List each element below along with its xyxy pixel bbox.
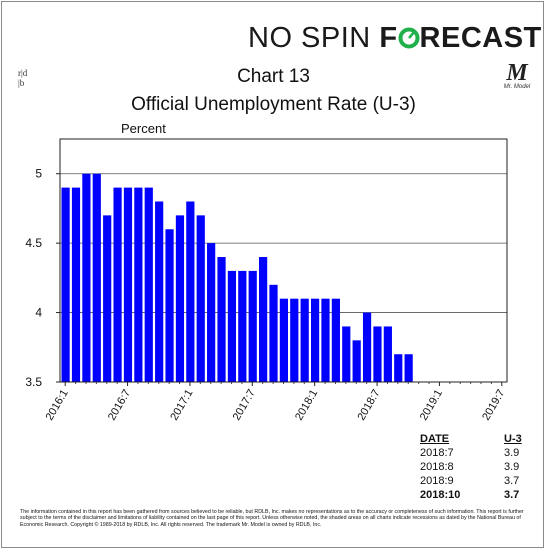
bar <box>238 270 247 382</box>
rdb-mark-bottom: |b <box>18 78 25 88</box>
bar <box>248 270 257 382</box>
x-tick-label: 2017:7 <box>231 388 258 423</box>
table-row: 2018:8 3.9 <box>412 460 544 474</box>
bar <box>207 243 216 382</box>
y-tick-label: 4.5 <box>25 236 42 250</box>
bar <box>155 201 164 382</box>
table-cell-date: 2018:8 <box>420 461 454 473</box>
bar <box>61 187 70 382</box>
bar <box>71 187 81 382</box>
bar <box>165 229 174 382</box>
bar <box>331 298 340 382</box>
bar <box>279 298 288 382</box>
brand-logo: NO SPIN F RECAST <box>248 22 542 55</box>
mr-model-logo: M Mr. Model <box>498 60 536 90</box>
bar <box>300 298 309 382</box>
bar <box>352 340 361 382</box>
mr-model-caption: Mr. Model <box>503 84 531 90</box>
table-cell-value: 3.7 <box>504 489 520 501</box>
bar <box>175 215 185 382</box>
brand-text-no-spin: NO SPIN <box>248 22 380 54</box>
brand-text-f: F <box>379 22 398 54</box>
bar <box>186 201 195 382</box>
y-tick-label: 4 <box>35 306 42 320</box>
bar <box>217 257 226 382</box>
chart-subtitle: Official Unemployment Rate (U-3) <box>131 94 416 115</box>
x-tick-label: 2016:1 <box>44 388 71 423</box>
y-axis-unit-label: Percent <box>121 121 166 136</box>
bar <box>394 354 403 382</box>
bar <box>404 354 413 382</box>
bar <box>259 257 268 382</box>
bar-series <box>61 173 413 382</box>
x-tick-label: 2019:7 <box>480 388 507 423</box>
x-tick-label: 2017:1 <box>168 388 195 423</box>
bar <box>269 284 278 382</box>
bar <box>144 187 153 382</box>
y-tick-label: 5 <box>35 167 42 181</box>
y-axis-ticks: 3.5 4 4.5 5 <box>25 167 60 389</box>
x-tick-label: 2018:1 <box>293 388 320 423</box>
bar <box>310 298 320 382</box>
rdb-mark-top: r|d <box>18 68 28 78</box>
bar <box>82 173 91 382</box>
table-cell-value: 3.9 <box>504 447 520 459</box>
chart-title: Chart 13 <box>237 66 310 87</box>
brand-text-recast: RECAST <box>419 22 542 54</box>
table-header-row: DATE U-3 <box>412 432 544 446</box>
x-axis-ticks: 2016:1 2016:7 2017:1 2017:7 2018:1 2018:7 2019… <box>44 382 507 423</box>
data-table: DATE U-3 2018:7 3.9 2018:8 3.9 2018:9 3.… <box>412 432 544 502</box>
bar <box>92 173 101 382</box>
x-tick-label: 2018:7 <box>355 388 382 423</box>
bar <box>362 312 372 382</box>
table-row: 2018:7 3.9 <box>412 446 544 460</box>
bar <box>342 326 351 382</box>
disclaimer-text: The information contained in this report… <box>20 509 524 528</box>
table-row: 2018:10 3.7 <box>412 488 544 502</box>
bar <box>196 215 205 382</box>
table-row: 2018:9 3.7 <box>412 474 544 488</box>
table-header-u3: U-3 <box>504 433 522 445</box>
table-cell-value: 3.7 <box>504 475 520 487</box>
table-cell-date: 2018:10 <box>420 489 461 501</box>
rdb-mark: r|d |b <box>18 68 27 88</box>
table-cell-date: 2018:9 <box>420 475 454 487</box>
bar <box>383 326 392 382</box>
brand-o-icon <box>398 24 420 49</box>
bar <box>103 215 112 382</box>
table-cell-value: 3.9 <box>504 461 520 473</box>
table-header-date: DATE <box>420 433 450 445</box>
x-tick-label: 2016:7 <box>106 388 133 423</box>
bar <box>123 187 133 382</box>
bar <box>113 187 122 382</box>
x-tick-label: 2019:1 <box>418 388 445 423</box>
y-tick-label: 3.5 <box>25 375 42 389</box>
bar <box>227 270 237 382</box>
bar <box>321 298 330 382</box>
bar <box>373 326 382 382</box>
table-cell-date: 2018:7 <box>420 447 454 459</box>
mr-model-letter: M <box>506 60 528 86</box>
bar <box>134 187 143 382</box>
bar <box>290 298 299 382</box>
